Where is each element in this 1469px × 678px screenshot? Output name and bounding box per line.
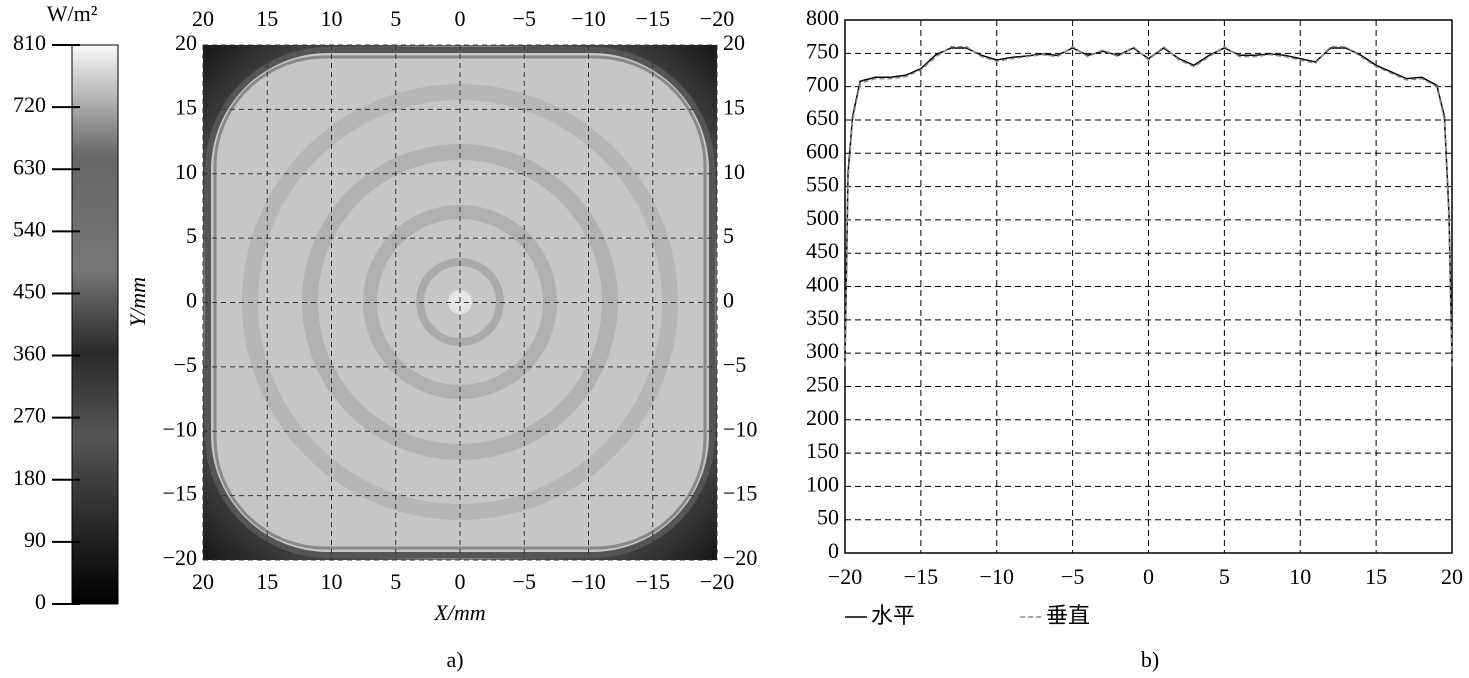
y-tick-label: 20	[175, 30, 197, 55]
y-tick-label: −10	[163, 416, 197, 441]
y-tick-label: −20	[163, 545, 197, 570]
series-line	[844, 45, 1453, 367]
colorbar-tick-label: 360	[13, 341, 46, 366]
caption: a)	[446, 647, 463, 672]
y-axis-label: Y/mm	[125, 277, 150, 327]
y-tick-label: 600	[806, 138, 839, 163]
y-tick-label: 700	[806, 72, 839, 97]
x-tick-label-top: −5	[513, 6, 536, 31]
x-tick-label-top: 15	[256, 6, 278, 31]
y-tick-label: 10	[175, 159, 197, 184]
x-tick-label-top: 10	[321, 6, 343, 31]
x-tick-label-top: 0	[455, 6, 466, 31]
series-line	[844, 47, 1453, 360]
y-tick-label-right: 10	[723, 159, 745, 184]
y-tick-label-right: 0	[723, 288, 734, 313]
y-tick-label: 300	[806, 338, 839, 363]
colorbar-tick-label: 270	[13, 403, 46, 428]
y-tick-label: 250	[806, 371, 839, 396]
y-tick-label: 15	[175, 94, 197, 119]
y-tick-label-right: −15	[723, 481, 757, 506]
y-tick-label-right: 20	[723, 30, 745, 55]
y-tick-label-right: 5	[723, 223, 734, 248]
y-tick-label: 400	[806, 272, 839, 297]
x-tick-label: 20	[1441, 564, 1463, 589]
colorbar-tick-label: 90	[24, 527, 46, 552]
x-tick-label: −10	[980, 564, 1014, 589]
y-tick-label: 350	[806, 305, 839, 330]
y-tick-label: 800	[806, 5, 839, 30]
y-tick-label-right: −5	[723, 352, 746, 377]
y-tick-label: 750	[806, 38, 839, 63]
colorbar-tick-label: 630	[13, 154, 46, 179]
legend-label: 垂直	[1046, 604, 1090, 629]
x-tick-label: 0	[1143, 564, 1154, 589]
colorbar-tick-label: 720	[13, 92, 46, 117]
y-tick-label: 550	[806, 172, 839, 197]
colorbar-tick-label: 180	[13, 465, 46, 490]
y-tick-label: −15	[163, 481, 197, 506]
y-tick-label: 0	[186, 288, 197, 313]
x-tick-label: −5	[1061, 564, 1084, 589]
y-tick-label-right: −20	[723, 545, 757, 570]
x-tick-label-top: −15	[636, 6, 670, 31]
x-tick-label: −20	[700, 569, 734, 594]
x-tick-label: −5	[513, 569, 536, 594]
x-axis-label: X/mm	[433, 600, 485, 625]
x-tick-label-top: 5	[390, 6, 401, 31]
colorbar-tick-label: 810	[13, 30, 46, 55]
x-tick-label: −10	[571, 569, 605, 594]
y-tick-label: 100	[806, 471, 839, 496]
colorbar-tick-label: 450	[13, 278, 46, 303]
y-tick-label-right: −10	[723, 416, 757, 441]
x-tick-label-top: −10	[571, 6, 605, 31]
x-tick-label-top: −20	[700, 6, 734, 31]
x-tick-label: −15	[904, 564, 938, 589]
x-tick-label: 0	[455, 569, 466, 594]
colorbar-tick-label: 540	[13, 216, 46, 241]
y-tick-label: 500	[806, 205, 839, 230]
x-tick-label: −15	[636, 569, 670, 594]
x-tick-label: 10	[321, 569, 343, 594]
y-tick-label: −5	[174, 352, 197, 377]
x-tick-label: 5	[390, 569, 401, 594]
y-tick-label-right: 15	[723, 94, 745, 119]
y-tick-label: 200	[806, 405, 839, 430]
caption: b)	[1141, 647, 1159, 672]
x-tick-label: 15	[256, 569, 278, 594]
x-tick-label-top: 20	[192, 6, 214, 31]
x-tick-label: 5	[1219, 564, 1230, 589]
y-tick-label: 650	[806, 105, 839, 130]
y-tick-label: 450	[806, 238, 839, 263]
colorbar	[71, 44, 119, 605]
y-tick-label: 150	[806, 438, 839, 463]
x-tick-label: −20	[828, 564, 862, 589]
colorbar-label: W/m²	[47, 1, 98, 26]
colorbar-tick-label: 0	[35, 589, 46, 614]
y-tick-label: 50	[817, 505, 839, 530]
x-tick-label: 20	[192, 569, 214, 594]
legend-label: 水平	[871, 604, 915, 629]
x-tick-label: 10	[1289, 564, 1311, 589]
x-tick-label: 15	[1365, 564, 1387, 589]
y-tick-label: 5	[186, 223, 197, 248]
y-tick-label: 0	[828, 538, 839, 563]
